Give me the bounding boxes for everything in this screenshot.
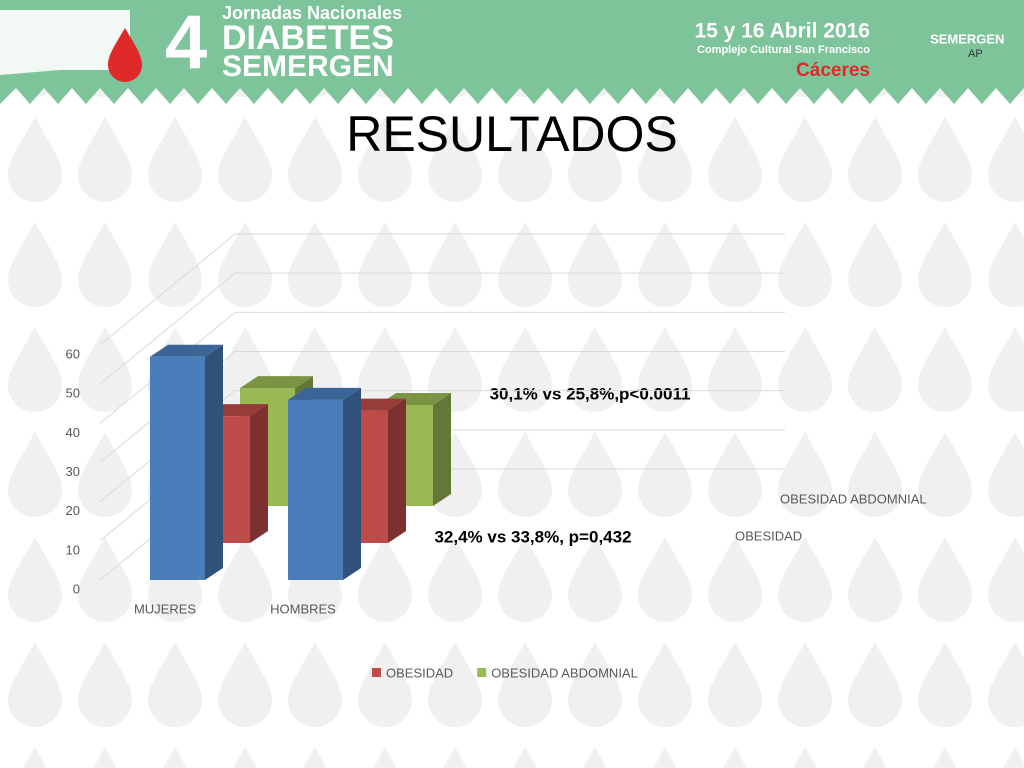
legend-swatch <box>372 668 381 677</box>
x-tick-label: HOMBRES <box>270 601 336 616</box>
date: 15 y 16 Abril 2016 <box>694 20 870 43</box>
bar-side <box>343 387 361 580</box>
y-tick-label: 40 <box>66 425 80 440</box>
grid-line <box>99 272 785 385</box>
x-tick-label: MUJERES <box>134 601 196 616</box>
bar-side <box>388 398 406 543</box>
legend-label: OBESIDAD ABDOMNIAL <box>491 665 638 680</box>
y-tick-label: 60 <box>66 346 80 361</box>
bar-side <box>250 404 268 543</box>
y-tick-label: 30 <box>66 464 80 479</box>
y-tick-label: 20 <box>66 503 80 518</box>
venue: Complejo Cultural San Francisco <box>697 44 870 56</box>
y-tick-label: 50 <box>66 386 80 401</box>
y-tick-label: 0 <box>73 581 80 596</box>
drop-icon <box>108 28 142 82</box>
edition: 4 <box>165 0 207 85</box>
logo: SEMERGEN <box>930 31 1004 46</box>
bar-side <box>433 392 451 506</box>
bar-side <box>205 344 223 580</box>
logo-sub: AP <box>968 48 983 60</box>
grid-line <box>99 390 785 503</box>
bar-top <box>288 387 361 400</box>
depth-label: OBESIDAD <box>735 528 802 543</box>
bar <box>288 399 343 580</box>
annotation: 32,4% vs 33,8%, p=0,432 <box>434 527 631 546</box>
event-line: SEMERGEN <box>222 50 394 83</box>
grid-line <box>99 233 785 346</box>
legend-label: OBESIDAD <box>386 665 453 680</box>
event-line: DIABETES <box>222 19 394 57</box>
bar-top <box>150 344 223 357</box>
grid-line <box>99 311 785 424</box>
bar-top <box>240 376 313 389</box>
depth-label: OBESIDAD ABDOMNIAL <box>780 491 927 506</box>
grid-line <box>99 351 785 463</box>
subtitle: Jornadas Nacionales <box>222 3 402 23</box>
chart-title: RESULTADOS <box>346 106 678 162</box>
legend-swatch <box>477 668 487 677</box>
bar <box>150 356 205 580</box>
annotation: 30,1% vs 25,8%,p<0.0011 <box>490 384 691 403</box>
y-tick-label: 10 <box>66 542 80 557</box>
city: Cáceres <box>796 60 870 81</box>
header-band <box>0 0 1024 104</box>
hand-icon <box>0 10 130 75</box>
